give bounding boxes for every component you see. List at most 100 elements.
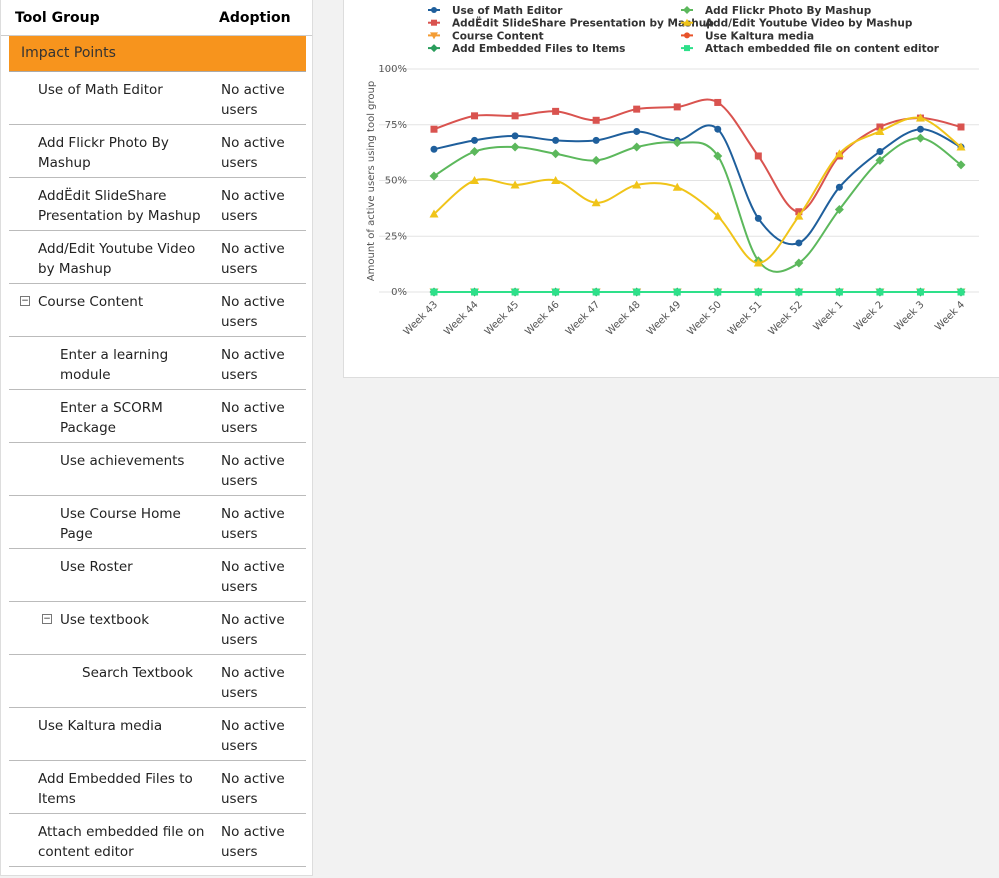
data-point xyxy=(471,112,479,120)
y-tick-label: 25% xyxy=(385,231,407,242)
adoption: No active users xyxy=(221,241,285,277)
table-row: Search Textbook No active users xyxy=(9,655,306,708)
x-tick-label: Week 44 xyxy=(442,299,480,337)
table-row: Add/Edit Youtube Video by Mashup No activ… xyxy=(9,231,306,284)
tool-name: Enter a SCORM Package xyxy=(60,400,163,436)
table-header: Tool Group Adoption xyxy=(1,0,312,36)
x-tick-label: Week 45 xyxy=(483,299,521,337)
data-point xyxy=(431,19,437,26)
data-point xyxy=(875,155,885,165)
data-point xyxy=(510,142,520,152)
column-header: Adoption xyxy=(219,9,291,26)
data-point xyxy=(915,133,925,143)
legend-label: Use of Math Editor xyxy=(452,5,563,17)
data-point xyxy=(551,149,561,159)
data-point xyxy=(684,45,690,52)
x-tick-label: Week 49 xyxy=(645,299,683,337)
adoption: No active users xyxy=(221,453,285,489)
data-point xyxy=(956,160,966,170)
data-point xyxy=(714,125,722,133)
y-axis-label: Amount of active users using tool group xyxy=(366,81,377,281)
table-row: Enter a SCORM Package No active users xyxy=(9,390,306,443)
data-point xyxy=(511,112,519,120)
x-tick-label: Week 2 xyxy=(852,299,886,333)
tool-name: Enter a learning module xyxy=(60,347,169,383)
legend-label: Course Content xyxy=(452,30,544,42)
table-row: AddËdit SlideShare Presentation by Mashu… xyxy=(9,178,306,231)
expand-toggle[interactable]: − xyxy=(42,614,52,624)
data-point xyxy=(430,145,438,153)
data-point xyxy=(957,123,965,131)
x-tick-label: Week 46 xyxy=(523,299,561,337)
data-point xyxy=(835,183,843,191)
table-row: Use of Math Editor No active users xyxy=(9,72,306,125)
data-point xyxy=(915,113,925,122)
data-point xyxy=(714,98,722,106)
data-point xyxy=(713,151,723,161)
data-point xyxy=(834,204,844,214)
data-point xyxy=(592,288,600,296)
data-point xyxy=(591,155,601,165)
table-row: Use Kaltura media No active users xyxy=(9,708,306,761)
data-point xyxy=(470,147,480,157)
data-point xyxy=(794,211,804,220)
data-point xyxy=(431,7,437,13)
tool-name: Search Textbook xyxy=(82,665,193,681)
data-point xyxy=(672,138,682,148)
x-tick-label: Week 52 xyxy=(767,299,805,337)
data-point xyxy=(673,103,681,111)
adoption: No active users xyxy=(221,771,285,807)
tool-name: Course Content − xyxy=(20,294,144,310)
data-point xyxy=(835,288,843,296)
data-point xyxy=(430,32,438,40)
data-point xyxy=(684,32,690,39)
data-point xyxy=(632,180,642,189)
legend-label: AddËdit SlideShare Presentation by Mashu… xyxy=(452,16,714,30)
data-point xyxy=(592,136,600,144)
data-point xyxy=(429,209,439,218)
adoption: No active users xyxy=(221,294,285,330)
x-tick-label: Week 1 xyxy=(812,299,846,333)
data-point xyxy=(683,18,691,26)
data-point xyxy=(795,239,803,247)
data-point xyxy=(754,288,762,296)
data-point xyxy=(511,288,519,296)
data-point xyxy=(713,211,723,220)
tool-name: Add Flickr Photo By Mashup xyxy=(38,135,169,171)
tool-name: Use of Math Editor xyxy=(38,82,163,98)
adoption: No active users xyxy=(221,188,285,224)
adoption: No active users xyxy=(221,824,285,860)
data-point xyxy=(552,288,560,296)
table-row: Use textbook − No active users xyxy=(9,602,306,655)
data-point xyxy=(673,288,681,296)
tool-name: Attach embedded file on content editor xyxy=(38,824,205,860)
expand-toggle[interactable]: − xyxy=(20,296,30,306)
data-point xyxy=(471,136,479,144)
table-row: Enter a learning module No active users xyxy=(9,337,306,390)
data-point xyxy=(429,171,439,181)
chart: 0% 25% 50% 75% 100%Amount of active users us… xyxy=(343,0,999,378)
data-point xyxy=(916,125,924,133)
series-line xyxy=(433,98,962,213)
table-row: Attach embedded file on content editor No… xyxy=(9,814,306,867)
data-point xyxy=(956,142,966,151)
data-point xyxy=(552,107,560,115)
x-tick-label: Week 3 xyxy=(893,299,927,333)
x-tick-label: Week 4 xyxy=(933,299,967,333)
y-tick-label: 100% xyxy=(378,64,407,75)
table-row: Add Embedded Files to Items No active use… xyxy=(9,761,306,814)
data-point xyxy=(753,258,763,267)
legend-label: Add Embedded Files to Items xyxy=(452,43,625,55)
adoption: No active users xyxy=(221,135,285,171)
tool-name: Use Kaltura media xyxy=(38,718,163,734)
data-point xyxy=(795,288,803,296)
data-point xyxy=(551,176,561,184)
series-line xyxy=(433,137,962,273)
data-point xyxy=(683,6,691,14)
adoption: No active users xyxy=(221,612,285,648)
table-row: Use achievements No active users xyxy=(9,443,306,496)
x-tick-label: Week 48 xyxy=(604,299,642,337)
tool-name: Add Embedded Files to Items xyxy=(38,771,193,807)
adoption: No active users xyxy=(221,347,285,383)
